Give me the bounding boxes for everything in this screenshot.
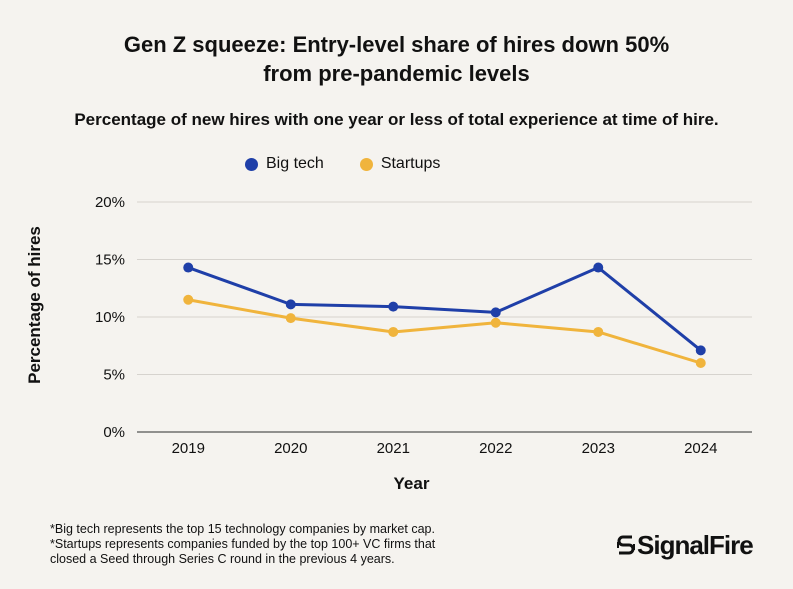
data-point-startups xyxy=(183,294,194,305)
x-axis-title: Year xyxy=(394,474,430,493)
y-tick-label: 5% xyxy=(103,367,125,384)
x-tick-label: 2020 xyxy=(274,440,307,457)
footnotes: *Big tech represents the top 15 technolo… xyxy=(50,522,435,567)
data-point-startups xyxy=(388,326,399,337)
signalfire-logo: SignalFire xyxy=(617,530,754,561)
chart-legend: Big tech Startups xyxy=(245,153,476,175)
data-point-big-tech xyxy=(490,307,501,318)
data-point-startups xyxy=(695,358,706,368)
x-tick-label: 2024 xyxy=(684,440,717,457)
data-point-startups xyxy=(285,313,296,324)
data-point-startups xyxy=(490,317,501,328)
x-tick-label: 2021 xyxy=(377,440,410,457)
x-tick-label: 2023 xyxy=(582,440,615,457)
data-point-big-tech xyxy=(388,301,399,312)
y-tick-label: 15% xyxy=(95,252,125,269)
series-line-startups xyxy=(187,298,702,365)
legend-label-big-tech: Big tech xyxy=(266,155,324,172)
chart-title-line-2: from pre-pandemic levels xyxy=(263,61,530,86)
data-point-big-tech xyxy=(183,262,194,273)
chart-subtitle: Percentage of new hires with one year or… xyxy=(74,110,719,129)
data-point-big-tech xyxy=(695,345,706,356)
data-point-big-tech xyxy=(593,262,604,273)
legend-label-startups: Startups xyxy=(380,155,441,172)
chart-title-line-1: Gen Z squeeze: Entry-level share of hire… xyxy=(123,32,670,57)
series-line-big-tech xyxy=(187,266,702,352)
footnote-line: *Startups represents companies funded by… xyxy=(50,537,436,551)
signalfire-logo-icon xyxy=(617,535,635,554)
data-point-big-tech xyxy=(285,299,296,310)
logo-text: SignalFire xyxy=(637,530,754,560)
legend-marker-startups xyxy=(359,157,373,171)
y-tick-label: 20% xyxy=(95,194,125,211)
x-tick-label: 2022 xyxy=(479,440,512,457)
x-tick-label: 2019 xyxy=(172,440,205,457)
legend-marker-big-tech xyxy=(245,157,258,171)
chart-title: Gen Z squeeze: Entry-level share of hire… xyxy=(0,30,793,88)
legend-item-big-tech: Big tech xyxy=(245,155,324,173)
y-tick-label: 0% xyxy=(103,424,125,441)
data-point-startups xyxy=(593,326,604,337)
footnote-line: *Big tech represents the top 15 technolo… xyxy=(50,522,435,536)
footnote-line: closed a Seed through Series C round in … xyxy=(50,552,395,566)
y-tick-label: 10% xyxy=(95,309,125,326)
y-axis-title: Percentage of hires xyxy=(25,226,44,384)
legend-item-startups: Startups xyxy=(359,155,441,173)
